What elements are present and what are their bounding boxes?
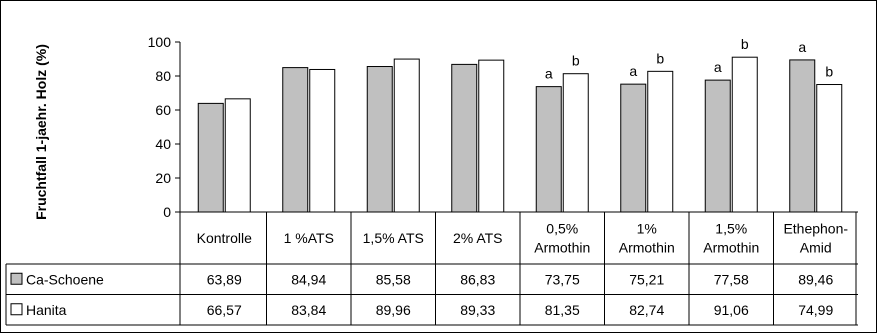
table-value: 74,99 bbox=[798, 302, 833, 318]
significance-letter: a bbox=[629, 63, 637, 79]
bar-hanita bbox=[393, 58, 420, 213]
significance-letter: a bbox=[545, 66, 553, 82]
y-tick-label: 20 bbox=[155, 170, 171, 186]
y-tick-label: 40 bbox=[155, 136, 171, 152]
legend-key-ca-schoene bbox=[10, 272, 23, 285]
table-value: 89,33 bbox=[460, 302, 495, 318]
y-tick-label: 0 bbox=[163, 204, 171, 220]
table-value: 91,06 bbox=[714, 302, 749, 318]
table-value: 86,83 bbox=[460, 271, 495, 287]
table-value: 85,58 bbox=[376, 271, 411, 287]
category-label: 0,5% bbox=[546, 221, 578, 237]
legend-label: Ca-Schoene bbox=[26, 271, 104, 287]
table-value: 81,35 bbox=[545, 302, 580, 318]
significance-letter: b bbox=[572, 53, 580, 69]
category-label: Ethephon- bbox=[783, 221, 848, 237]
significance-letter: b bbox=[825, 64, 833, 80]
significance-letter: a bbox=[798, 39, 806, 55]
category-label: Armothin bbox=[619, 240, 675, 256]
y-tick-label: 100 bbox=[148, 34, 172, 50]
category-label: 1% bbox=[637, 221, 657, 237]
bar-ca-schoene bbox=[535, 86, 562, 213]
table-value: 89,46 bbox=[798, 271, 833, 287]
bar-ca-schoene bbox=[789, 59, 816, 213]
bar-ca-schoene bbox=[282, 67, 309, 213]
bar-hanita bbox=[816, 84, 843, 213]
category-label: 1,5% bbox=[715, 221, 747, 237]
y-tick-label: 60 bbox=[155, 102, 171, 118]
category-label: Kontrolle bbox=[197, 230, 252, 246]
legend-label: Hanita bbox=[26, 302, 67, 318]
table-value: 82,74 bbox=[629, 302, 664, 318]
significance-letter: b bbox=[741, 36, 749, 52]
bar-hanita bbox=[731, 56, 758, 213]
significance-letter: a bbox=[714, 59, 722, 75]
y-axis-label: Fruchtfall 1-jaehr. Holz (%) bbox=[33, 44, 49, 220]
table-value: 73,75 bbox=[545, 271, 580, 287]
bar-ca-schoene bbox=[451, 63, 478, 213]
bar-ca-schoene bbox=[366, 66, 393, 213]
table-value: 77,58 bbox=[714, 271, 749, 287]
bar-ca-schoene bbox=[197, 102, 224, 213]
bar-hanita bbox=[309, 68, 336, 213]
bar-hanita bbox=[224, 98, 251, 213]
category-label: Armothin bbox=[703, 240, 759, 256]
category-label: 1,5% ATS bbox=[363, 230, 424, 246]
table-value: 84,94 bbox=[291, 271, 326, 287]
category-label: Amid bbox=[800, 240, 832, 256]
table-value: 75,21 bbox=[629, 271, 664, 287]
bar-ca-schoene bbox=[704, 79, 731, 213]
table-value: 83,84 bbox=[291, 302, 326, 318]
legend-key-hanita bbox=[10, 303, 23, 316]
category-label: Armothin bbox=[534, 240, 590, 256]
category-label: 2% ATS bbox=[453, 230, 503, 246]
table-value: 66,57 bbox=[207, 302, 242, 318]
plot-area: 0 20 40 60 80 100 a b a b a b a b Kontrolle 1 %ATS 1,5% … bbox=[5, 34, 858, 326]
y-tick-label: 80 bbox=[155, 68, 171, 84]
bar-hanita bbox=[562, 73, 589, 213]
bar-hanita bbox=[647, 70, 674, 213]
bar-hanita bbox=[478, 59, 505, 213]
category-label: 1 %ATS bbox=[284, 230, 334, 246]
significance-letter: b bbox=[656, 50, 664, 66]
bar-ca-schoene bbox=[620, 83, 647, 213]
table-value: 63,89 bbox=[207, 271, 242, 287]
table-value: 89,96 bbox=[376, 302, 411, 318]
